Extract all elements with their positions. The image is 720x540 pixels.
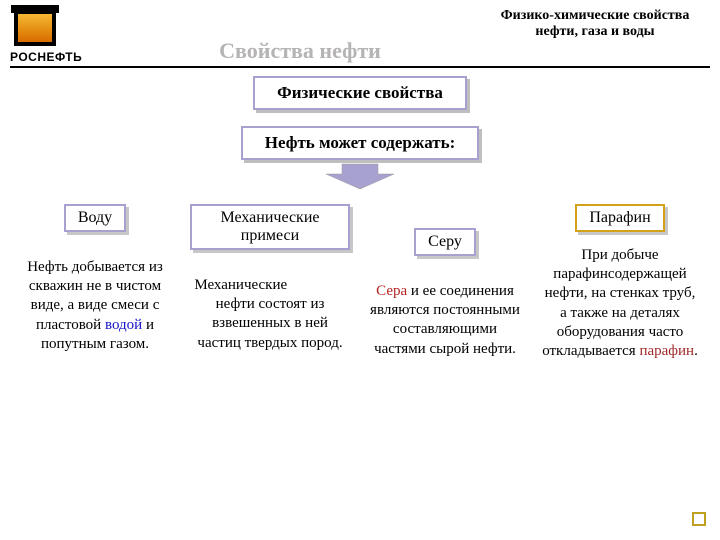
box-oil-contains: Нефть может содержать: bbox=[241, 126, 480, 160]
col-body-impurities: Механические примеси нефти состоят из вз… bbox=[190, 276, 350, 353]
logo: РОСНЕФТЬ bbox=[10, 8, 120, 64]
col-head-paraffin: Парафин bbox=[575, 204, 664, 232]
col-body-paraffin: При добыче парафинсодержащей нефти, на с… bbox=[540, 246, 700, 361]
col-head-sulfur: Серу bbox=[414, 228, 476, 256]
corner-marker-icon bbox=[692, 512, 706, 526]
slide-title-background: Свойства нефти bbox=[120, 38, 480, 64]
col-body-sulfur: Сера и ее соединения являются постоянным… bbox=[370, 282, 520, 359]
col-body-water: Нефть добывается из скважин не в чистом … bbox=[20, 258, 170, 354]
col-head-water: Воду bbox=[64, 204, 126, 232]
box-physical-properties: Физические свойства bbox=[253, 76, 467, 110]
col-head-impurities: Механические примеси bbox=[190, 204, 350, 250]
slide-title: Физико-химические свойства нефти, газа и… bbox=[480, 8, 710, 40]
arrow-down-icon bbox=[0, 162, 720, 190]
divider bbox=[10, 66, 710, 68]
logo-text: РОСНЕФТЬ bbox=[10, 50, 82, 64]
